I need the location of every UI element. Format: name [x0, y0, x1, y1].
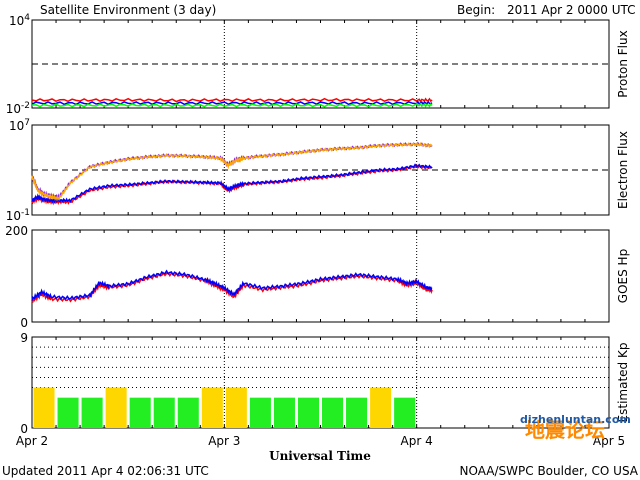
panel-proton: 104 10-2 Proton Flux — [6, 13, 630, 116]
chart-title: Satellite Environment (3 day) — [40, 3, 216, 17]
y-axis-label-proton: Proton Flux — [616, 30, 630, 97]
kp-bar — [105, 387, 127, 428]
series-electron-3 — [31, 142, 433, 202]
x-tick-label: Apr 5 — [593, 434, 625, 448]
kp-bar — [33, 387, 55, 428]
updated-timestamp: Updated 2011 Apr 4 02:06:31 UTC — [2, 464, 209, 478]
y-tick-label: 0 — [20, 422, 28, 436]
kp-bar — [370, 387, 392, 428]
panel-hp: 200 0 GOES Hp — [5, 224, 630, 330]
kp-bar — [249, 397, 271, 428]
kp-bar — [153, 397, 175, 428]
kp-bar — [322, 397, 344, 428]
y-tick-label: 200 — [5, 224, 28, 238]
x-tick-label: Apr 4 — [401, 434, 433, 448]
kp-bar — [394, 397, 416, 428]
series-hp-1 — [31, 269, 433, 301]
series-proton-1 — [31, 100, 433, 106]
y-axis-label-electron: Electron Flux — [616, 131, 630, 209]
panel-electron: 107 10-1 Electron Flux — [6, 118, 630, 223]
y-tick-label: 10-1 — [6, 208, 30, 223]
kp-bar — [346, 397, 368, 428]
y-tick-label: 10-2 — [6, 101, 30, 116]
panels: 104 10-2 Proton Flux 107 10-1 Electron Flux 20… — [5, 13, 630, 436]
panel-kp: 9 0 Estimated Kp — [20, 331, 630, 436]
kp-bar — [57, 397, 79, 428]
begin-label: Begin: — [457, 3, 495, 17]
x-axis-label: Universal Time — [269, 449, 371, 463]
series-proton-0 — [31, 97, 433, 103]
kp-bar — [177, 397, 199, 428]
x-tick-label: Apr 3 — [208, 434, 240, 448]
watermark-url: dizhenluntan.com — [520, 413, 631, 426]
watermark-text: 地震论坛 — [525, 418, 605, 442]
begin-value: 2011 Apr 2 0000 UTC — [507, 3, 636, 17]
x-tick-label: Apr 2 — [16, 434, 48, 448]
panel-frame — [31, 229, 610, 323]
y-axis-label-hp: GOES Hp — [616, 249, 630, 303]
kp-bar — [201, 387, 223, 428]
series-proton-2 — [31, 102, 433, 108]
kp-bar — [225, 387, 247, 428]
y-tick-label: 104 — [9, 13, 30, 28]
y-axis-label-kp: Estimated Kp — [616, 343, 630, 423]
kp-bar — [297, 397, 319, 428]
kp-bar — [129, 397, 151, 428]
credit-text: NOAA/SWPC Boulder, CO USA — [460, 464, 639, 478]
kp-bar — [81, 397, 103, 428]
x-tick-labels: Apr 2 Apr 3 Apr 4 Apr 5 — [16, 434, 625, 448]
kp-bar — [273, 397, 295, 428]
y-tick-label: 0 — [20, 316, 28, 330]
y-tick-label: 9 — [20, 331, 28, 345]
series-electron-1 — [31, 163, 433, 204]
y-tick-label: 107 — [9, 118, 30, 133]
